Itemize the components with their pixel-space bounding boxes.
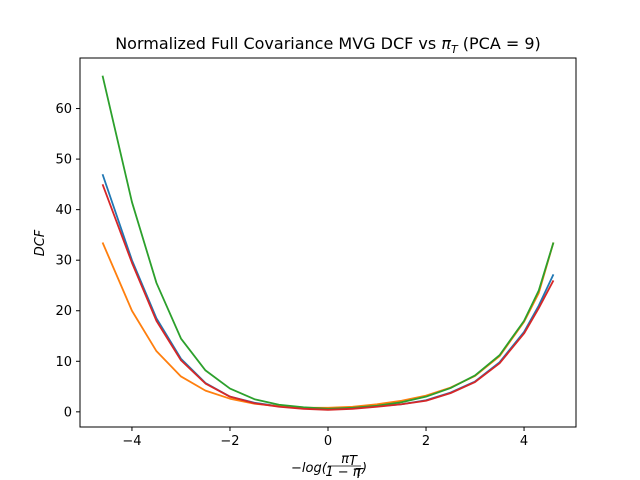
plot-background (80, 58, 576, 427)
x-tick-label: 2 (422, 434, 430, 449)
series-line-3 (101, 75, 555, 410)
series-layer (101, 75, 555, 411)
x-axis-label-denominator-sub: T (355, 467, 364, 480)
x-axis-label-prefix: −log( (291, 461, 328, 476)
chart-title: Normalized Full Covariance MVG DCF vs πT… (115, 34, 541, 56)
x-axis-label: −log( π T 1 − π T ) (291, 452, 367, 480)
x-axis-label-denominator: 1 − π (325, 465, 360, 480)
x-tick-label: −4 (122, 434, 141, 449)
x-axis-label-numerator-sub: T (349, 454, 358, 469)
chart-title-symbol-sub: T (451, 43, 459, 56)
y-tick-label: 10 (55, 355, 72, 370)
x-axis-label-numerator: π (341, 452, 349, 467)
x-tick-label: 0 (324, 434, 332, 449)
y-axis-label: DCF (33, 229, 48, 256)
y-tick-label: 40 (55, 203, 72, 218)
x-tick-label: −2 (220, 434, 239, 449)
y-tick-label: 60 (55, 102, 72, 117)
chart-title-symbol: π (441, 34, 451, 53)
x-tick-label: 4 (520, 434, 528, 449)
chart-title-suffix: (PCA = 9) (458, 34, 541, 53)
y-tick-label: 50 (55, 153, 72, 168)
y-tick-label: 30 (55, 254, 72, 269)
y-tick-label: 20 (55, 304, 72, 319)
y-tick-label: 0 (64, 405, 72, 420)
chart-title-prefix: Normalized Full Covariance MVG DCF vs (115, 34, 441, 53)
series-line-4 (101, 184, 555, 411)
x-axis-label-suffix: ) (361, 461, 367, 476)
plot-area (80, 58, 576, 427)
